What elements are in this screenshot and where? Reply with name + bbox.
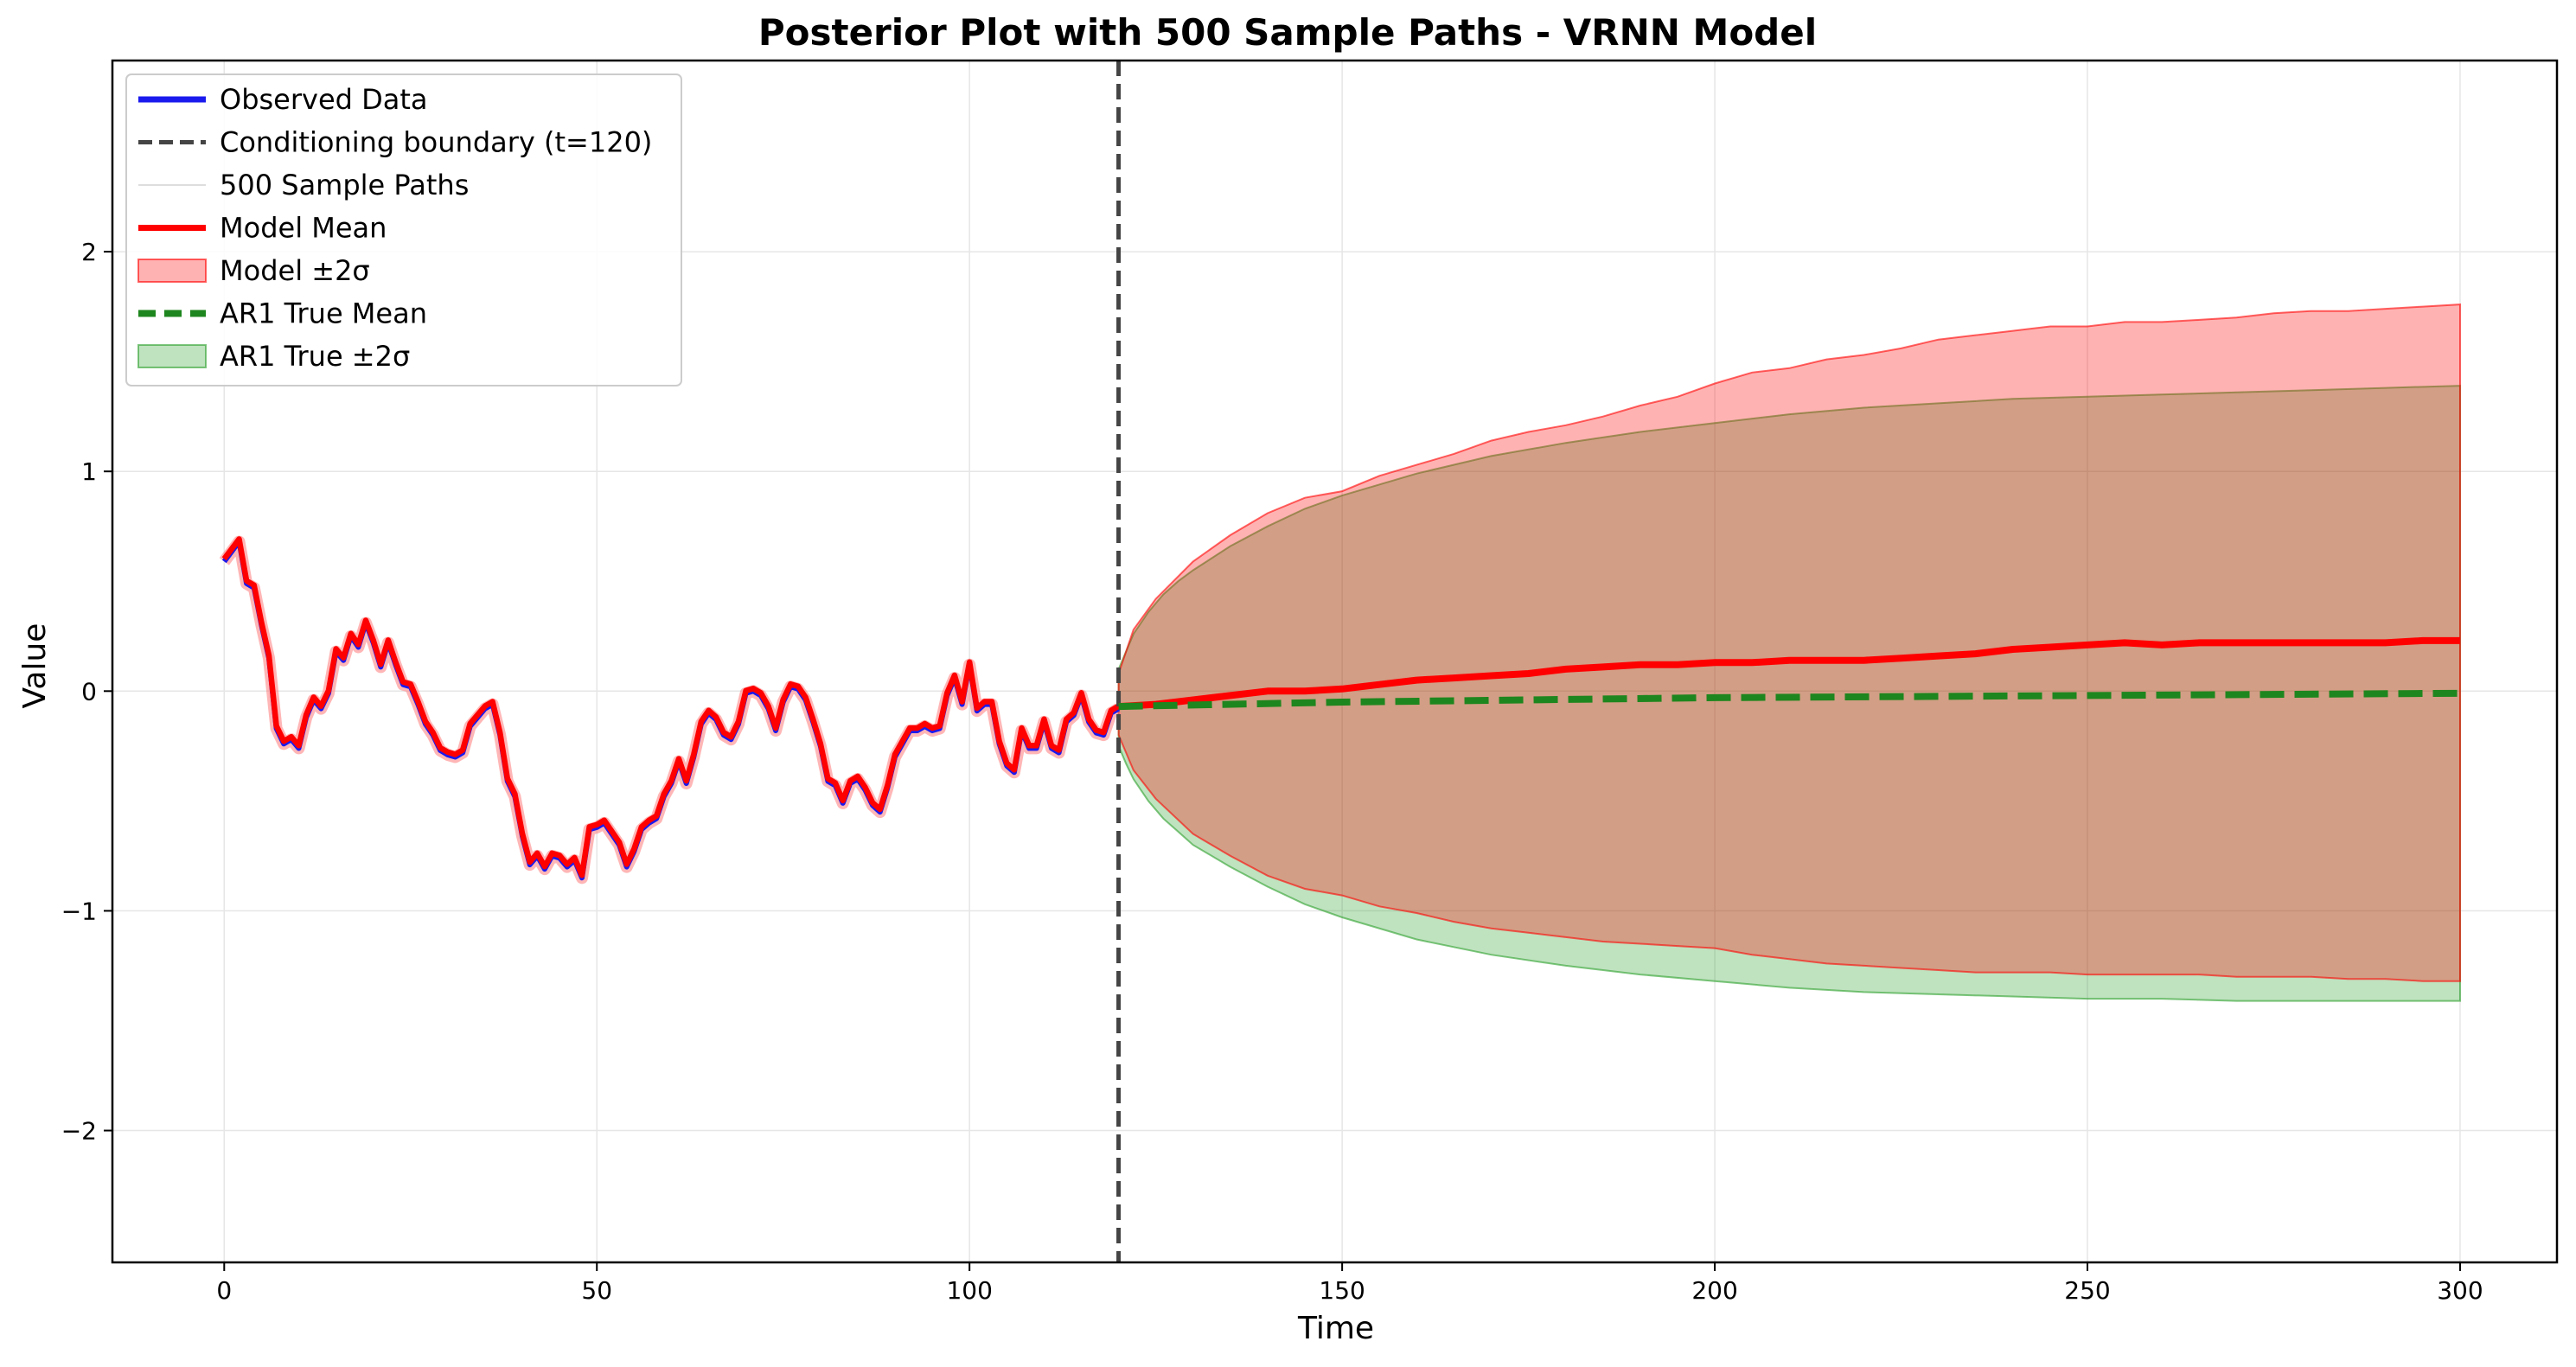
- y-tick-label: −2: [61, 1117, 97, 1146]
- legend-box: [125, 73, 682, 386]
- legend-label: Model ±2σ: [220, 254, 370, 287]
- legend-label: AR1 True ±2σ: [220, 340, 410, 373]
- legend-handle: [137, 344, 207, 368]
- model-mean-observed-line: [221, 536, 1121, 878]
- legend-label: Conditioning boundary (t=120): [220, 126, 652, 159]
- x-tick-label: 100: [946, 1276, 992, 1305]
- plot-frame: [111, 59, 2559, 1264]
- x-tick-label: 250: [2064, 1276, 2110, 1305]
- x-tick-label: 50: [581, 1276, 612, 1305]
- ar1-mean-line: [1118, 689, 2461, 711]
- legend-label: Model Mean: [220, 212, 387, 245]
- ar1-band: [1117, 385, 2461, 1002]
- model-mean-line: [1118, 636, 2460, 711]
- x-tick-label: 200: [1691, 1276, 1737, 1305]
- legend-label: Observed Data: [220, 83, 428, 116]
- y-tick-label: 0: [81, 677, 97, 706]
- chart-title: Posterior Plot with 500 Sample Paths - V…: [758, 11, 1817, 54]
- y-tick-label: 1: [81, 457, 97, 486]
- x-axis-label: Time: [1297, 1311, 1374, 1346]
- y-axis-label: Value: [17, 623, 53, 709]
- legend: Observed Data Conditioning boundary (t=12…: [125, 73, 682, 386]
- x-tick-label: 150: [1319, 1276, 1365, 1305]
- y-tick-label: 2: [81, 238, 97, 266]
- legend-label: AR1 True Mean: [220, 297, 427, 330]
- x-tick-label: 0: [216, 1276, 232, 1305]
- axes: 0 50 100 150 200 250 300 −2 −1 0 1 2: [61, 59, 2559, 1305]
- x-tick-label: 300: [2437, 1276, 2483, 1305]
- series-lines: [219, 61, 2461, 1262]
- y-tick-label: −1: [61, 897, 97, 925]
- legend-handle: [137, 259, 207, 283]
- model-band: [1117, 303, 2461, 982]
- legend-label: 500 Sample Paths: [220, 169, 469, 201]
- bands: [1117, 303, 2461, 1002]
